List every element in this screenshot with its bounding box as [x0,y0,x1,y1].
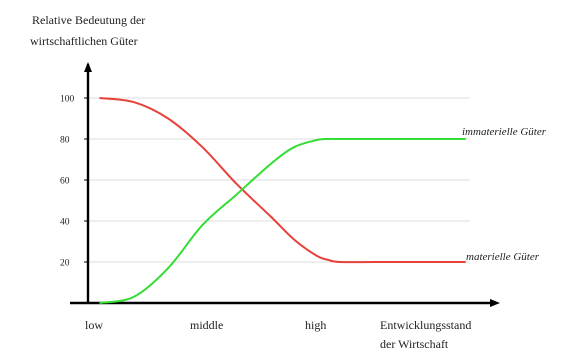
series-label-materiell: materielle Güter [466,251,540,263]
x-axis-label-line-1: Entwicklungsstand [380,318,471,332]
series-label-immateriell: immaterielle Güter [462,126,547,138]
y-tick-label-60: 60 [60,177,70,187]
series-line-materiell [99,97,466,264]
y-tick-label-20: 20 [60,259,70,269]
series-line-immateriell [99,137,466,304]
series [99,97,466,304]
x-axis-arrow [490,299,500,307]
gridlines [88,97,470,263]
y-axis-label-line-1: Relative Bedeutung der [32,13,145,27]
x-tick-label-high: high [305,318,326,332]
axes [70,62,500,307]
x-tick-label-low: low [85,318,103,332]
x-axis-label-line-2: der Wirtschaft [380,337,449,351]
labels: Relative Bedeutung der wirtschaftlichen … [30,13,547,351]
y-tick-label-100: 100 [60,95,75,105]
y-axis-label-line-2: wirtschaftlichen Güter [30,34,138,48]
y-tick-label-80: 80 [60,136,70,146]
y-tick-label-40: 40 [60,218,70,228]
x-tick-label-middle: middle [190,318,223,332]
y-axis-arrow [84,62,92,72]
